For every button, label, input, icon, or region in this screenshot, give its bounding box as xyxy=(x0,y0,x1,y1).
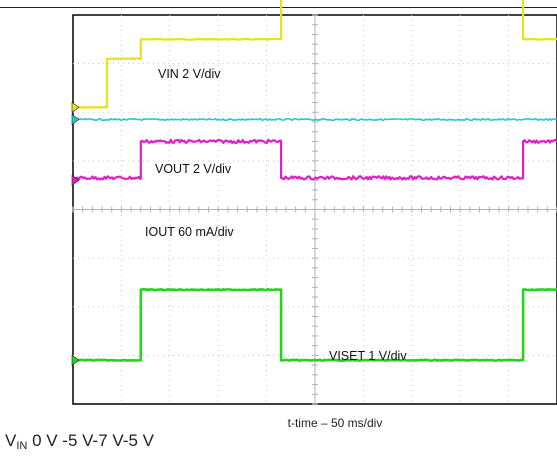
caption-v: V xyxy=(5,431,17,450)
x-axis-label: t-time – 50 ms/div xyxy=(287,416,383,430)
trace-vin xyxy=(73,0,557,109)
ground-marker-vin xyxy=(71,101,80,113)
trace-label-iout: IOUT 60 mA/div xyxy=(145,225,234,239)
ground-marker-viset xyxy=(71,354,80,366)
trace-label-viset: VISET 1 V/div xyxy=(329,349,407,363)
vin-sequence-caption: VIN 0 V -5 V-7 V-5 V xyxy=(5,431,154,452)
trace-viset xyxy=(72,288,557,362)
caption-values: 0 V -5 V-7 V-5 V xyxy=(27,431,154,450)
trace-vout xyxy=(72,117,557,122)
ground-marker-iout xyxy=(71,174,80,186)
top-rule xyxy=(0,7,557,8)
ground-marker-vout xyxy=(71,113,80,126)
caption-subscript: IN xyxy=(16,440,28,452)
trace-label-vin: VIN 2 V/div xyxy=(158,67,221,81)
trace-iout xyxy=(72,138,557,181)
trace-label-vout: VOUT 2 V/div xyxy=(155,162,232,176)
